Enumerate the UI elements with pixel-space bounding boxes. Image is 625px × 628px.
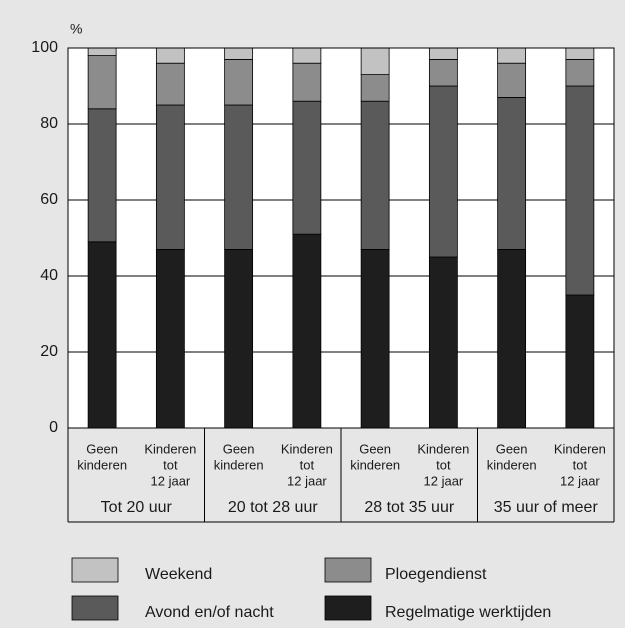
bar-segment: [428, 47, 458, 60]
bar-segment: [497, 97, 527, 250]
x-tick-label: kinderen: [487, 457, 537, 472]
bar-segment: [87, 108, 117, 243]
legend-swatch: [324, 557, 372, 583]
y-tick-label: 40: [40, 267, 58, 284]
x-tick-label: Kinderen: [281, 441, 333, 456]
bar-segment: [87, 241, 117, 429]
bar-segment: [360, 47, 390, 76]
x-tick-label: 12 jaar: [151, 473, 191, 488]
bar-segment: [155, 104, 185, 250]
bar-segment: [497, 62, 527, 98]
bar-segment: [565, 85, 595, 296]
bar-segment: [360, 100, 390, 250]
bar-segment: [428, 85, 458, 258]
x-tick-label: Kinderen: [417, 441, 469, 456]
x-tick-label: Kinderen: [144, 441, 196, 456]
bar-segment: [292, 233, 322, 429]
bar-segment: [155, 248, 185, 429]
bar-segment: [565, 47, 595, 60]
bar-segment: [224, 248, 254, 429]
bar-segment: [360, 74, 390, 102]
bar-segment: [155, 62, 185, 106]
group-label: 20 tot 28 uur: [228, 499, 319, 516]
y-tick-label: 100: [31, 39, 58, 56]
bar-segment: [155, 47, 185, 64]
bar-segment: [360, 248, 390, 429]
y-tick-label: 20: [40, 343, 58, 360]
y-tick-label: 60: [40, 191, 58, 208]
legend-swatch: [71, 557, 119, 583]
legend-label: Regelmatige werktijden: [385, 604, 551, 621]
x-tick-label: kinderen: [77, 457, 127, 472]
x-tick-label: Geen: [223, 441, 255, 456]
legend-label: Avond en/of nacht: [145, 604, 274, 621]
x-tick-label: kinderen: [350, 457, 400, 472]
y-axis-label: %: [70, 21, 82, 37]
bar-segment: [292, 47, 322, 64]
x-tick-label: 12 jaar: [424, 473, 464, 488]
bar-segment: [497, 47, 527, 64]
bar-segment: [87, 55, 117, 110]
y-tick-label: 80: [40, 115, 58, 132]
legend-swatch: [71, 595, 119, 621]
y-tick-label: 0: [49, 419, 58, 436]
bar-segment: [565, 294, 595, 429]
bar-segment: [565, 59, 595, 87]
bar-segment: [224, 59, 254, 106]
x-tick-label: kinderen: [214, 457, 264, 472]
x-tick-label: Kinderen: [554, 441, 606, 456]
legend-label: Weekend: [145, 566, 212, 583]
group-label: 35 uur of meer: [494, 499, 599, 516]
bar-segment: [292, 100, 322, 235]
x-tick-label: Geen: [86, 441, 118, 456]
group-label: 28 tot 35 uur: [364, 499, 455, 516]
bar-segment: [87, 47, 117, 56]
bar-segment: [224, 104, 254, 250]
bar-segment: [497, 248, 527, 429]
group-label: Tot 20 uur: [101, 499, 173, 516]
legend-label: Ploegendienst: [385, 566, 487, 583]
x-tick-label: 12 jaar: [560, 473, 600, 488]
bar-segment: [428, 59, 458, 87]
x-tick-label: 12 jaar: [287, 473, 327, 488]
x-tick-label: tot: [573, 457, 588, 472]
x-tick-label: Geen: [496, 441, 528, 456]
x-tick-label: tot: [300, 457, 315, 472]
x-tick-label: tot: [163, 457, 178, 472]
x-tick-label: tot: [436, 457, 451, 472]
bar-segment: [428, 256, 458, 429]
bar-segment: [292, 62, 322, 102]
plot-area: [68, 48, 614, 428]
x-tick-label: Geen: [359, 441, 391, 456]
bar-segment: [224, 47, 254, 60]
legend-swatch: [324, 595, 372, 621]
